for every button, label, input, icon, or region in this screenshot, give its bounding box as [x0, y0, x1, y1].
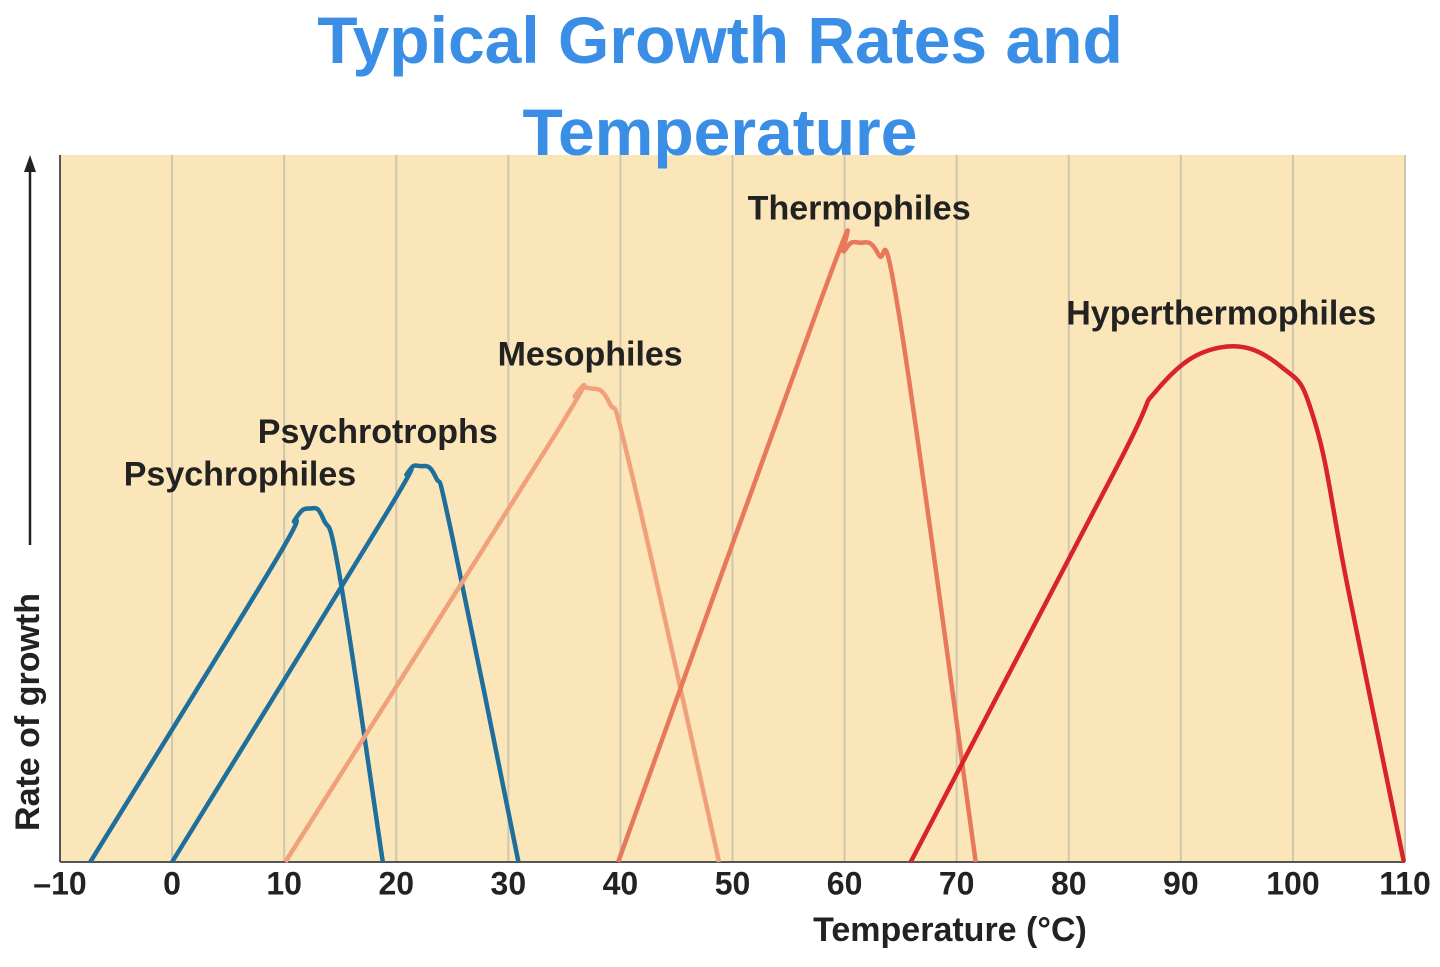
x-tick-label: 20	[378, 865, 414, 901]
x-tick-label: 60	[827, 865, 863, 901]
y-axis-arrowhead	[24, 155, 36, 172]
x-tick-label: 10	[266, 865, 302, 901]
x-tick-label: 110	[1379, 865, 1431, 901]
x-axis-title: Temperature (°C)	[813, 911, 1087, 949]
x-tick-label: 70	[939, 865, 975, 901]
series-line	[88, 505, 386, 864]
series-label: Hyperthermophiles	[1066, 294, 1376, 332]
series-label: Mesophiles	[498, 335, 683, 373]
series-label: Thermophiles	[748, 190, 971, 228]
y-axis-title: Rate of growth	[9, 593, 47, 831]
series-label: Psychrophiles	[124, 455, 356, 493]
x-tick-label: 50	[715, 865, 751, 901]
x-tick-label: 30	[491, 865, 527, 901]
series-line	[283, 382, 722, 864]
x-tick-label: 40	[603, 865, 639, 901]
series-line	[170, 463, 521, 864]
x-tick-label: 100	[1266, 865, 1319, 901]
x-tick-label: 80	[1051, 865, 1087, 901]
series-line	[616, 228, 978, 863]
chart-title: Typical Growth Rates and Temperature	[317, 3, 1123, 169]
series-line	[908, 344, 1407, 864]
x-tick-label: 0	[163, 865, 181, 901]
x-tick-label: 90	[1163, 865, 1199, 901]
series-label: Psychrotrophs	[258, 413, 498, 451]
x-tick-label: –10	[33, 865, 86, 901]
